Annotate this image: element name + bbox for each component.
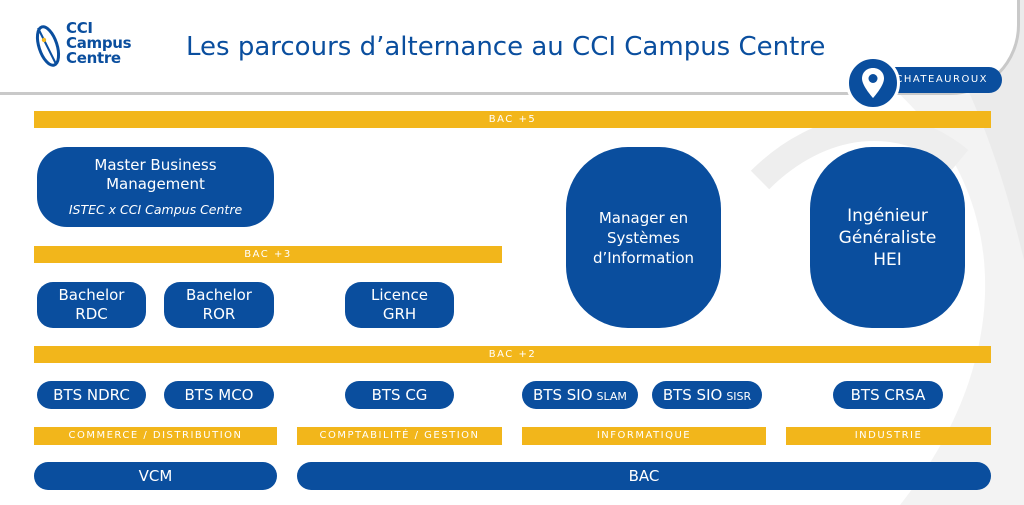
- entry-vcm[interactable]: VCM: [34, 462, 277, 490]
- program-label: Ingénieur: [847, 205, 928, 226]
- logo-line-3: Centre: [66, 49, 121, 67]
- level-bar-bac5: BAC +5: [34, 111, 991, 128]
- program-master-business-management[interactable]: Master Business Management ISTEC x CCI C…: [37, 147, 274, 227]
- program-label: BTS CRSA: [850, 385, 926, 404]
- program-label: Généraliste: [838, 227, 937, 248]
- program-label: BTS CG: [371, 385, 428, 404]
- location-pin-icon: [846, 56, 900, 110]
- program-bts-cg[interactable]: BTS CG: [345, 381, 454, 409]
- program-partner: ISTEC x CCI Campus Centre: [68, 201, 243, 217]
- domain-bar-commerce: COMMERCE / DISTRIBUTION: [34, 427, 277, 445]
- program-label: Licence: [371, 286, 428, 304]
- program-label: d’Information: [592, 248, 695, 267]
- program-option: SLAM: [596, 390, 627, 403]
- page-title: Les parcours d’alternance au CCI Campus …: [186, 32, 826, 62]
- program-label: RDC: [75, 305, 108, 323]
- program-label: HEI: [873, 249, 902, 270]
- level-bar-bac3: BAC +3: [34, 246, 502, 263]
- program-label: GRH: [382, 305, 417, 323]
- program-bts-ndrc[interactable]: BTS NDRC: [37, 381, 146, 409]
- program-bts-mco[interactable]: BTS MCO: [164, 381, 274, 409]
- logo-line-1: CCI: [66, 19, 93, 37]
- program-label: Management: [106, 174, 205, 193]
- logo-text: CCI Campus Centre: [66, 21, 166, 66]
- program-label: BTS NDRC: [53, 385, 130, 404]
- program-label: ROR: [202, 305, 236, 323]
- program-bachelor-ror[interactable]: Bachelor ROR: [164, 282, 274, 328]
- entry-label: VCM: [138, 466, 173, 485]
- entry-label: BAC: [628, 466, 660, 485]
- program-bts-sio-slam[interactable]: BTS SIO SLAM: [522, 381, 638, 409]
- domain-bar-industrie: INDUSTRIE: [786, 427, 991, 445]
- program-label: Bachelor: [58, 286, 125, 304]
- program-licence-grh[interactable]: Licence GRH: [345, 282, 454, 328]
- program-manager-systemes-information[interactable]: Manager en Systèmes d’Information: [566, 147, 721, 328]
- program-option: SISR: [726, 390, 752, 403]
- program-bts-crsa[interactable]: BTS CRSA: [833, 381, 943, 409]
- program-label: Manager en: [598, 208, 689, 227]
- program-label: BTS MCO: [184, 385, 254, 404]
- program-label: Master Business: [94, 155, 217, 174]
- program-bts-sio-sisr[interactable]: BTS SIO SISR: [652, 381, 762, 409]
- program-label: Systèmes: [607, 228, 680, 247]
- domain-bar-informatique: INFORMATIQUE: [522, 427, 766, 445]
- cci-logo-icon: [35, 25, 61, 67]
- program-label: BTS SIO: [533, 385, 593, 404]
- program-label: BTS SIO: [662, 385, 723, 404]
- program-bachelor-rdc[interactable]: Bachelor RDC: [37, 282, 146, 328]
- entry-bac[interactable]: BAC: [297, 462, 991, 490]
- domain-bar-comptabilite: COMPTABILITÉ / GESTION: [297, 427, 502, 445]
- program-label: Bachelor: [186, 286, 252, 304]
- program-ingenieur-generaliste-hei[interactable]: Ingénieur Généraliste HEI: [810, 147, 965, 328]
- level-bar-bac2: BAC +2: [34, 346, 991, 363]
- logo-line-2: Campus: [66, 34, 132, 52]
